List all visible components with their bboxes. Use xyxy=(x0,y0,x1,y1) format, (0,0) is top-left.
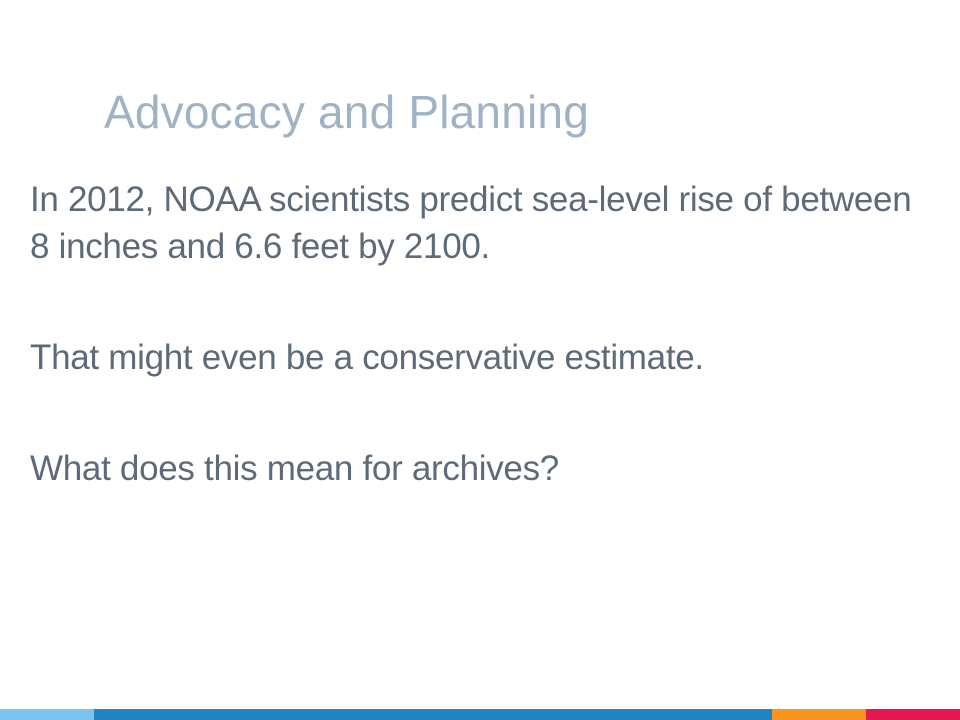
bottom-bar-light-blue-segment xyxy=(0,709,94,720)
bottom-bar-red-segment xyxy=(866,709,960,720)
bottom-color-bar xyxy=(0,709,960,720)
body-paragraph-estimate: That might even be a conservative estima… xyxy=(30,338,704,377)
bottom-bar-orange-segment xyxy=(772,709,866,720)
slide-body: In 2012, NOAA scientists predict sea-lev… xyxy=(30,176,930,556)
body-paragraph-sea-level: In 2012, NOAA scientists predict sea-lev… xyxy=(30,180,912,266)
body-paragraph-archives-question: What does this mean for archives? xyxy=(30,449,559,488)
slide-title: Advocacy and Planning xyxy=(104,86,589,138)
bottom-bar-blue-segment xyxy=(94,709,772,720)
